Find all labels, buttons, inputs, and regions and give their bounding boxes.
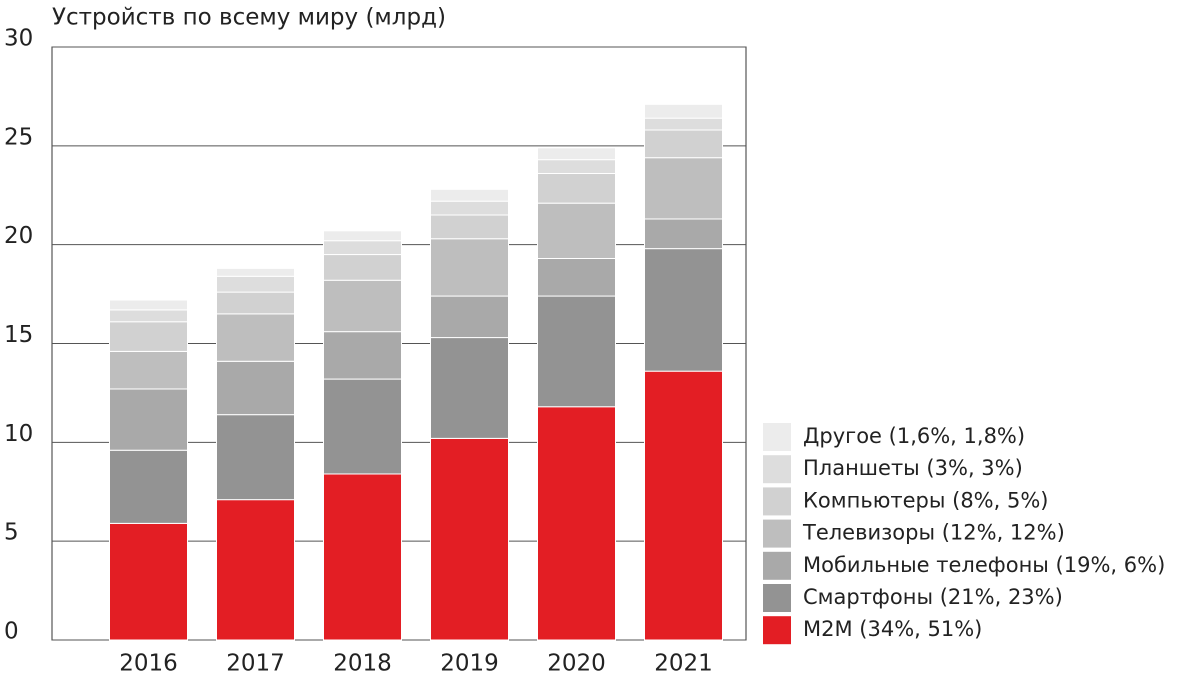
legend-swatch xyxy=(763,584,791,612)
y-tick-label: 0 xyxy=(4,619,19,645)
legend-swatch xyxy=(763,551,791,580)
bar-segment xyxy=(323,254,402,281)
bar-segment xyxy=(430,200,509,216)
bar-segment xyxy=(109,309,188,323)
bar-segment xyxy=(430,295,509,339)
bar-segment xyxy=(644,248,723,372)
bar-segment xyxy=(644,218,723,250)
x-tick-label: 2021 xyxy=(654,651,713,677)
legend-label: Компьютеры (8%, 5%) xyxy=(803,488,1049,512)
x-tick-label: 2020 xyxy=(547,651,606,677)
bar-segment xyxy=(216,499,295,641)
x-tick-label: 2016 xyxy=(119,651,178,677)
bar-segment xyxy=(537,173,616,204)
bar-segment xyxy=(323,378,402,475)
bar-segment xyxy=(109,350,188,390)
legend-swatch xyxy=(763,423,791,451)
bar-segment xyxy=(430,238,509,297)
bar-segment xyxy=(430,337,509,439)
bar-segment xyxy=(216,414,295,501)
bar-segment xyxy=(323,473,402,641)
bar-segment xyxy=(323,240,402,256)
bar-segment xyxy=(644,129,723,159)
bar-segment xyxy=(216,267,295,277)
bar-segment xyxy=(216,360,295,416)
legend-swatch xyxy=(763,616,791,645)
y-tick-label: 20 xyxy=(4,223,33,249)
bar-segment xyxy=(216,275,295,293)
x-tick-label: 2018 xyxy=(333,651,392,677)
bar-segment xyxy=(537,406,616,641)
bar-segment xyxy=(430,188,509,202)
bar-segment xyxy=(430,214,509,240)
legend-swatch xyxy=(763,487,791,516)
legend-label: Смартфоны (21%, 23%) xyxy=(803,585,1063,609)
bar-segment xyxy=(109,449,188,524)
legend-label: Планшеты (3%, 3%) xyxy=(803,456,1023,480)
bar-segment xyxy=(323,331,402,380)
bar-segment xyxy=(323,230,402,242)
bar-segment xyxy=(644,117,723,131)
legend-swatch xyxy=(763,455,791,484)
bar-segment xyxy=(109,522,188,641)
bar-segment xyxy=(430,437,509,641)
legend-label: Телевизоры (12%, 12%) xyxy=(802,521,1065,545)
bar-segment xyxy=(216,313,295,362)
bar-segment xyxy=(537,147,616,161)
chart-title: Устройств по всему миру (млрд) xyxy=(52,5,446,31)
bar-segment xyxy=(537,202,616,260)
y-tick-label: 5 xyxy=(4,520,19,546)
legend-label: Мобильные телефоны (19%, 6%) xyxy=(803,553,1165,577)
y-tick-label: 25 xyxy=(4,124,33,150)
bar-segment xyxy=(537,159,616,175)
x-tick-label: 2017 xyxy=(226,651,285,677)
bar-segment xyxy=(109,321,188,352)
y-tick-label: 15 xyxy=(4,322,33,348)
legend-swatch xyxy=(763,519,791,548)
bar-segment xyxy=(644,157,723,220)
y-tick-label: 30 xyxy=(4,26,33,52)
bar-segment xyxy=(644,370,723,641)
legend-label: M2M (34%, 51%) xyxy=(803,617,982,641)
bar-segment xyxy=(109,388,188,451)
bar-segment xyxy=(109,299,188,311)
bar-segment xyxy=(537,258,616,297)
bar-segment xyxy=(537,295,616,408)
legend-label: Другое (1,6%, 1,8%) xyxy=(803,424,1025,448)
bar-segment xyxy=(216,291,295,315)
x-tick-label: 2019 xyxy=(440,651,499,677)
y-tick-label: 10 xyxy=(4,421,33,447)
bar-segment xyxy=(644,103,723,119)
bar-segment xyxy=(323,279,402,333)
